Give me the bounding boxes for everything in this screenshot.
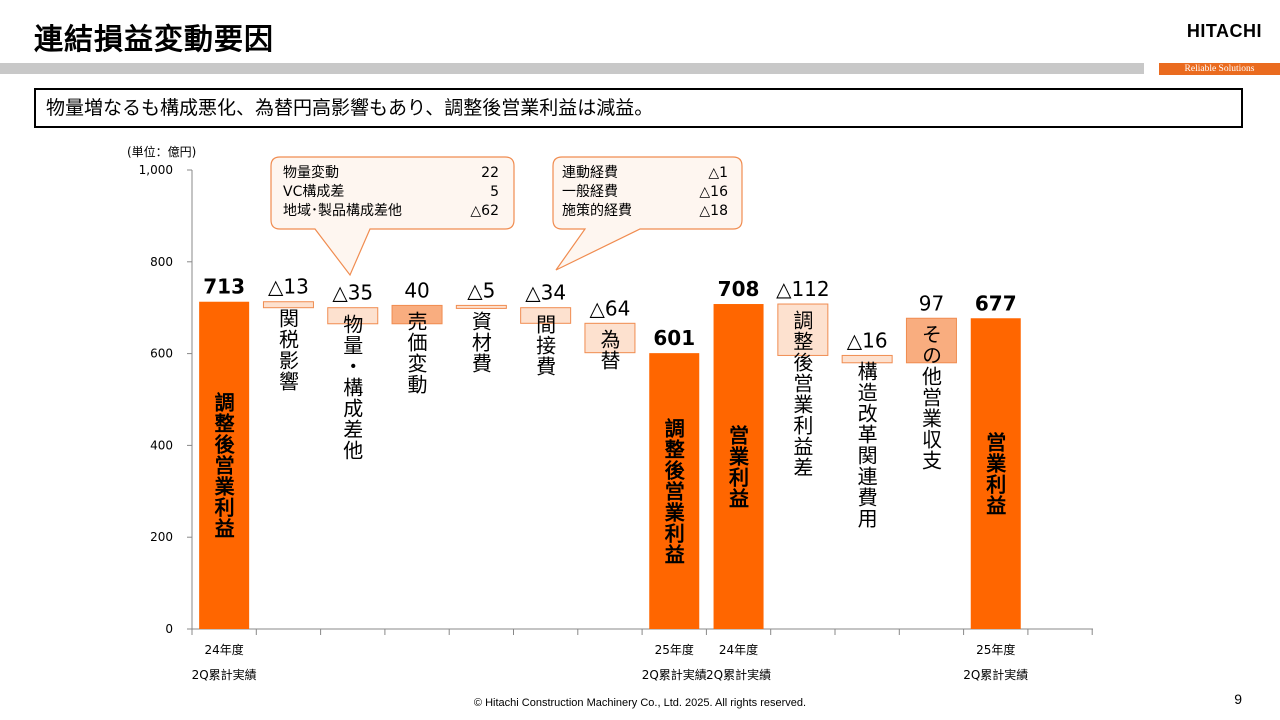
- callout-row: 一般経費 △16: [562, 184, 728, 200]
- bar-decrease: [327, 307, 379, 325]
- bar-decrease: [455, 304, 507, 309]
- chart-axis: 0 200 400 600 800 1,000: [139, 163, 1093, 636]
- value-label: 40: [404, 278, 429, 302]
- x-group-label-line2: 2Q累計実績: [192, 667, 257, 682]
- value-label: △35: [332, 281, 373, 305]
- y-tick-label: 200: [150, 530, 173, 544]
- bar-category-label: 構造改革関連費用: [854, 361, 879, 530]
- bar-category-label: 営業利益: [982, 431, 1007, 516]
- value-label: 713: [203, 275, 245, 299]
- bar-category-label: 営業利益: [725, 424, 750, 509]
- x-group-label-line1: 25年度: [976, 642, 1015, 657]
- chart-value-labels: 713 △13 △35 40 △5 △34 △64 601 708 △112 △16 97 677: [203, 275, 1016, 353]
- summary-box: 物量増なるも構成悪化、為替円高影響もあり、調整後営業利益は減益。: [34, 88, 1243, 128]
- bar-category-label: 資材費: [468, 311, 493, 375]
- bar-category-label: 調整後営業利益: [211, 391, 236, 539]
- y-tick-label: 800: [150, 255, 173, 269]
- x-group-label-line1: 24年度: [205, 642, 244, 657]
- page-number: 9: [1234, 691, 1242, 707]
- bar-total: [713, 304, 764, 629]
- value-label: △16: [847, 328, 888, 352]
- x-group-label-line1: 24年度: [719, 642, 758, 657]
- bar-increase: [905, 317, 957, 364]
- callout-row: VC構成差 5: [283, 184, 499, 200]
- page-title: 連結損益変動要因: [34, 22, 275, 56]
- bar-category-label: 関税影響: [275, 307, 300, 392]
- value-label: 708: [718, 277, 760, 301]
- y-tick-label: 600: [150, 347, 173, 361]
- callout-overhead-breakdown: 連動経費 △1 一般経費 △16 施策的経費 △18: [562, 164, 728, 221]
- value-label: 97: [919, 291, 944, 315]
- value-label: △112: [776, 277, 830, 301]
- hitachi-logo: HITACHI: [1186, 21, 1262, 41]
- x-group-label-line1: 25年度: [655, 642, 694, 657]
- chart-bars: [199, 301, 1021, 629]
- bar-total: [199, 301, 250, 629]
- bar-increase: [391, 304, 443, 325]
- bar-decrease: [262, 301, 314, 309]
- value-label: 601: [653, 326, 695, 350]
- copyright-footer: © Hitachi Construction Machinery Co., Lt…: [473, 697, 807, 709]
- bar-category-label: 物量・構成差他: [339, 313, 364, 461]
- bar-category-label: 間接費: [532, 313, 557, 377]
- bar-category-label: 調整後営業利益差: [789, 310, 814, 479]
- unit-label: (単位：億円): [127, 144, 196, 159]
- chart-x-labels: 24年度 2Q累計実績 25年度 2Q累計実績 24年度 2Q累計実績 25年度 2Q累計実績: [192, 642, 1029, 682]
- callout-row: 施策的経費 △18: [562, 203, 728, 219]
- callout-row: 地域･製品構成差他 △62: [283, 203, 499, 219]
- x-group-label-line2: 2Q累計実績: [963, 667, 1028, 682]
- value-label: △64: [590, 296, 631, 320]
- callout-bubble-overhead: [552, 156, 743, 271]
- y-tick-label: 400: [150, 438, 173, 452]
- bar-category-label: 売価変動: [404, 311, 429, 396]
- x-group-label-line2: 2Q累計実績: [706, 667, 771, 682]
- value-label: 677: [975, 291, 1017, 315]
- bar-decrease: [520, 307, 572, 324]
- bar-decrease: [841, 354, 893, 364]
- bar-category-label: その他営業収支: [918, 324, 943, 472]
- bar-total: [649, 353, 700, 629]
- bar-decrease: [777, 303, 829, 356]
- header-divider: [0, 63, 1144, 74]
- y-tick-label: 1,000: [139, 163, 173, 177]
- callout-row: 連動経費 △1: [562, 165, 728, 181]
- callout-bubble-volume: [270, 156, 515, 277]
- value-label: △5: [467, 278, 495, 302]
- value-label: △34: [525, 281, 566, 305]
- value-label: △13: [268, 275, 309, 299]
- callout-row: 物量変動 22: [283, 165, 499, 181]
- bar-category-label: 為替: [596, 329, 621, 372]
- callout-volume-breakdown: 物量変動 22 VC構成差 5 地域･製品構成差他 △62: [283, 164, 499, 221]
- x-group-label-line2: 2Q累計実績: [642, 667, 707, 682]
- bar-category-label: 調整後営業利益: [661, 417, 686, 565]
- y-tick-label: 0: [165, 622, 173, 636]
- brand-tagline: Reliable Solutions: [1159, 63, 1280, 75]
- bar-decrease: [584, 322, 636, 354]
- bar-total: [970, 318, 1021, 629]
